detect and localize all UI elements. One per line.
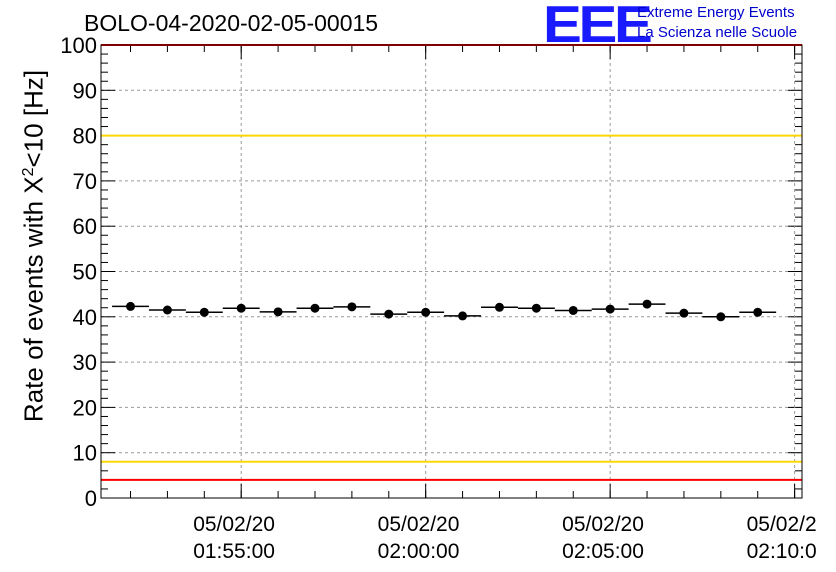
- data-point: [310, 304, 319, 313]
- data-point: [384, 310, 393, 319]
- data-point: [716, 312, 725, 321]
- y-tick-label: 40: [73, 305, 97, 330]
- x-tick-label-time: 02:05:00: [562, 540, 644, 563]
- data-point: [200, 308, 209, 317]
- y-tick-label: 10: [73, 441, 97, 466]
- data-point: [495, 303, 504, 312]
- data-point: [274, 307, 283, 316]
- y-tick-label: 70: [73, 169, 97, 194]
- data-point: [606, 305, 615, 314]
- x-tick-label-date: 05/02/20: [193, 513, 275, 536]
- data-point: [532, 304, 541, 313]
- x-tick-label-date: 05/02/2: [747, 513, 817, 536]
- data-point: [421, 308, 430, 317]
- y-tick-label: 50: [73, 260, 97, 285]
- data-point: [458, 311, 467, 320]
- data-point: [569, 306, 578, 315]
- x-tick-label-time: 02:10:0: [747, 540, 817, 563]
- data-point: [643, 300, 652, 309]
- y-tick-label: 20: [73, 395, 97, 420]
- data-point: [237, 304, 246, 313]
- x-tick-label-time: 01:55:00: [193, 540, 275, 563]
- y-tick-label: 100: [60, 33, 97, 58]
- data-point: [753, 308, 762, 317]
- y-tick-label: 80: [73, 124, 97, 149]
- x-tick-label-date: 05/02/20: [378, 513, 460, 536]
- data-point: [679, 309, 688, 318]
- data-point: [347, 302, 356, 311]
- x-tick-label-date: 05/02/20: [562, 513, 644, 536]
- y-tick-label: 0: [85, 486, 97, 511]
- x-tick-label-time: 02:00:00: [378, 540, 460, 563]
- y-tick-label: 60: [73, 214, 97, 239]
- y-tick-label: 30: [73, 350, 97, 375]
- data-point: [163, 306, 172, 315]
- y-tick-label: 90: [73, 78, 97, 103]
- data-point: [126, 302, 135, 311]
